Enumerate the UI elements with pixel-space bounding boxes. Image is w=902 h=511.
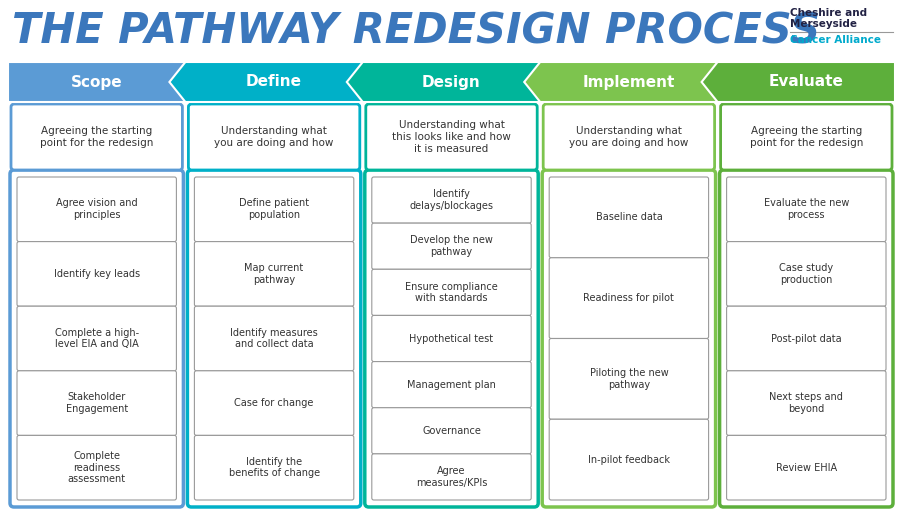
Text: Design: Design <box>421 75 481 89</box>
FancyBboxPatch shape <box>188 170 361 507</box>
Text: Agree
measures/KPIs: Agree measures/KPIs <box>415 466 487 487</box>
Text: Readiness for pilot: Readiness for pilot <box>583 293 674 303</box>
FancyBboxPatch shape <box>10 170 183 507</box>
FancyBboxPatch shape <box>194 435 354 500</box>
FancyBboxPatch shape <box>372 315 530 362</box>
Polygon shape <box>346 62 556 102</box>
Text: Stakeholder
Engagement: Stakeholder Engagement <box>66 392 128 414</box>
FancyBboxPatch shape <box>372 454 530 500</box>
Polygon shape <box>524 62 732 102</box>
Text: Ensure compliance
with standards: Ensure compliance with standards <box>405 282 497 303</box>
FancyBboxPatch shape <box>372 269 530 315</box>
Text: Develop the new
pathway: Develop the new pathway <box>410 236 492 257</box>
FancyBboxPatch shape <box>194 177 354 242</box>
FancyBboxPatch shape <box>548 338 708 419</box>
FancyBboxPatch shape <box>726 371 885 435</box>
Text: Agree vision and
principles: Agree vision and principles <box>56 198 137 220</box>
Text: Map current
pathway: Map current pathway <box>244 263 303 285</box>
Text: Case for change: Case for change <box>235 398 313 408</box>
Text: Piloting the new
pathway: Piloting the new pathway <box>589 368 667 390</box>
Text: Review EHIA: Review EHIA <box>775 462 836 473</box>
Text: Cheshire and: Cheshire and <box>789 8 866 18</box>
FancyBboxPatch shape <box>726 306 885 371</box>
Text: Cancer Alliance: Cancer Alliance <box>789 35 880 45</box>
FancyBboxPatch shape <box>194 306 354 371</box>
FancyBboxPatch shape <box>372 177 530 223</box>
Text: Governance: Governance <box>421 426 481 436</box>
FancyBboxPatch shape <box>541 170 714 507</box>
Text: Management plan: Management plan <box>407 380 495 390</box>
FancyBboxPatch shape <box>17 177 176 242</box>
Text: Agreeing the starting
point for the redesign: Agreeing the starting point for the rede… <box>40 126 153 148</box>
FancyBboxPatch shape <box>17 371 176 435</box>
Text: Case study
production: Case study production <box>778 263 833 285</box>
FancyBboxPatch shape <box>543 104 713 170</box>
FancyBboxPatch shape <box>17 306 176 371</box>
Text: Hypothetical test: Hypothetical test <box>409 334 493 343</box>
Text: Post-pilot data: Post-pilot data <box>770 334 841 343</box>
Text: Understanding what
you are doing and how: Understanding what you are doing and how <box>568 126 688 148</box>
Text: Baseline data: Baseline data <box>594 213 661 222</box>
Text: Implement: Implement <box>582 75 675 89</box>
FancyBboxPatch shape <box>726 177 885 242</box>
FancyBboxPatch shape <box>365 104 537 170</box>
FancyBboxPatch shape <box>726 242 885 306</box>
Text: Next steps and
beyond: Next steps and beyond <box>769 392 842 414</box>
FancyBboxPatch shape <box>548 419 708 500</box>
Text: Identify the
benefits of change: Identify the benefits of change <box>228 457 319 478</box>
FancyBboxPatch shape <box>194 242 354 306</box>
Text: Complete a high-
level EIA and QIA: Complete a high- level EIA and QIA <box>55 328 139 350</box>
Text: Agreeing the starting
point for the redesign: Agreeing the starting point for the rede… <box>749 126 862 148</box>
Text: Evaluate the new
process: Evaluate the new process <box>763 198 848 220</box>
Polygon shape <box>170 62 378 102</box>
FancyBboxPatch shape <box>548 258 708 338</box>
Text: Identify measures
and collect data: Identify measures and collect data <box>230 328 318 350</box>
FancyBboxPatch shape <box>372 408 530 454</box>
Text: THE PATHWAY REDESIGN PROCESS: THE PATHWAY REDESIGN PROCESS <box>12 10 819 52</box>
FancyBboxPatch shape <box>720 104 891 170</box>
Text: Define: Define <box>246 75 302 89</box>
FancyBboxPatch shape <box>17 242 176 306</box>
Text: Identify key leads: Identify key leads <box>53 269 140 279</box>
FancyBboxPatch shape <box>189 104 359 170</box>
FancyBboxPatch shape <box>548 177 708 258</box>
Text: Understanding what
this looks like and how
it is measured: Understanding what this looks like and h… <box>391 121 511 154</box>
Text: Define patient
population: Define patient population <box>239 198 308 220</box>
FancyBboxPatch shape <box>364 170 538 507</box>
Polygon shape <box>701 62 894 102</box>
Text: Understanding what
you are doing and how: Understanding what you are doing and how <box>214 126 334 148</box>
FancyBboxPatch shape <box>726 435 885 500</box>
Text: Scope: Scope <box>71 75 123 89</box>
Polygon shape <box>8 62 201 102</box>
Text: Evaluate: Evaluate <box>768 75 842 89</box>
FancyBboxPatch shape <box>17 435 176 500</box>
Text: Merseyside: Merseyside <box>789 19 856 29</box>
FancyBboxPatch shape <box>194 371 354 435</box>
FancyBboxPatch shape <box>372 223 530 269</box>
FancyBboxPatch shape <box>11 104 182 170</box>
Text: Complete
readiness
assessment: Complete readiness assessment <box>68 451 125 484</box>
FancyBboxPatch shape <box>372 362 530 408</box>
Text: In-pilot feedback: In-pilot feedback <box>587 455 669 464</box>
Text: Identify
delays/blockages: Identify delays/blockages <box>409 189 493 211</box>
FancyBboxPatch shape <box>719 170 892 507</box>
